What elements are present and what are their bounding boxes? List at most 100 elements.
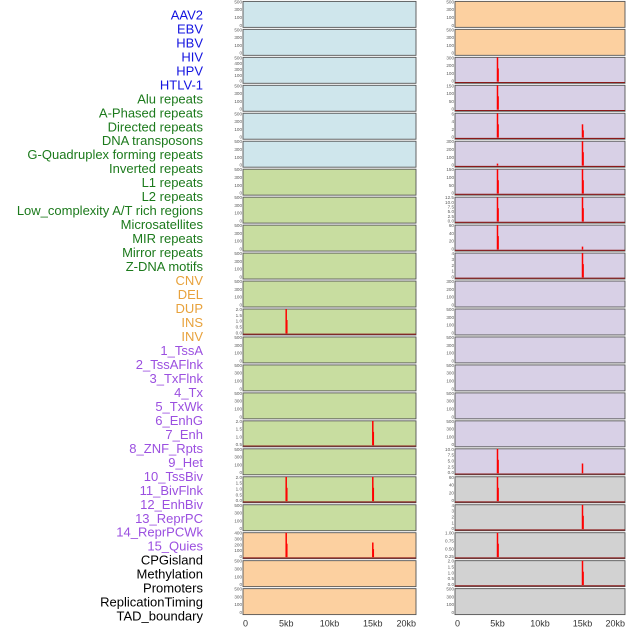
- svg-text:100: 100: [234, 99, 242, 104]
- svg-text:300: 300: [234, 91, 242, 96]
- svg-text:CPGisland: CPGisland: [141, 553, 203, 568]
- svg-text:Alu repeats: Alu repeats: [137, 91, 203, 106]
- svg-text:300: 300: [234, 35, 242, 40]
- svg-text:15kb: 15kb: [363, 619, 383, 629]
- svg-text:500: 500: [234, 223, 242, 228]
- svg-text:Low_complexity A/T rich region: Low_complexity A/T rich regions: [17, 203, 204, 218]
- svg-text:Mirror repeats: Mirror repeats: [122, 245, 203, 260]
- svg-text:2.0: 2.0: [236, 475, 243, 480]
- svg-text:300: 300: [446, 315, 454, 320]
- svg-text:300: 300: [234, 259, 242, 264]
- svg-text:TAD_boundary: TAD_boundary: [117, 609, 204, 624]
- svg-text:5kb: 5kb: [279, 619, 294, 629]
- svg-text:10kb: 10kb: [320, 619, 340, 629]
- svg-text:2.5: 2.5: [448, 464, 455, 469]
- svg-text:20: 20: [449, 239, 455, 244]
- svg-text:10kb: 10kb: [530, 619, 550, 629]
- svg-text:INV: INV: [181, 329, 203, 344]
- svg-text:6: 6: [451, 111, 454, 116]
- svg-text:13_ReprPC: 13_ReprPC: [135, 511, 203, 526]
- svg-text:40: 40: [449, 483, 455, 488]
- svg-text:1.5: 1.5: [236, 313, 243, 318]
- svg-text:500: 500: [446, 335, 454, 340]
- svg-text:HIV: HIV: [181, 49, 203, 64]
- svg-text:500: 500: [234, 167, 242, 172]
- svg-text:L2 repeats: L2 repeats: [142, 189, 204, 204]
- svg-text:500: 500: [234, 0, 242, 4]
- svg-text:400: 400: [234, 61, 242, 66]
- svg-text:300: 300: [234, 231, 242, 236]
- svg-text:100: 100: [234, 73, 242, 78]
- svg-text:300: 300: [234, 343, 242, 348]
- svg-text:Directed repeats: Directed repeats: [108, 119, 204, 134]
- svg-text:1.5: 1.5: [236, 427, 243, 432]
- svg-text:300: 300: [446, 399, 454, 404]
- svg-text:500: 500: [234, 587, 242, 592]
- svg-text:0.75: 0.75: [445, 539, 454, 544]
- svg-text:300: 300: [234, 537, 242, 542]
- svg-text:100: 100: [234, 43, 242, 48]
- svg-text:500: 500: [234, 139, 242, 144]
- svg-text:500: 500: [234, 251, 242, 256]
- svg-text:100: 100: [446, 43, 454, 48]
- svg-text:10.0: 10.0: [445, 447, 454, 452]
- svg-text:300: 300: [446, 139, 454, 144]
- svg-text:7_Enh: 7_Enh: [165, 427, 203, 442]
- svg-text:4: 4: [451, 251, 454, 256]
- svg-text:3: 3: [451, 257, 454, 262]
- svg-text:100: 100: [234, 548, 242, 553]
- svg-text:4: 4: [451, 119, 454, 124]
- svg-text:300: 300: [446, 427, 454, 432]
- svg-text:0.5: 0.5: [236, 492, 243, 497]
- svg-text:Microsatellites: Microsatellites: [121, 217, 204, 232]
- svg-text:100: 100: [446, 406, 454, 411]
- svg-text:15_Quies: 15_Quies: [147, 539, 203, 554]
- svg-text:3_TxFlnk: 3_TxFlnk: [150, 371, 204, 386]
- svg-text:2.0: 2.0: [236, 307, 243, 312]
- svg-text:100: 100: [446, 379, 454, 384]
- svg-text:100: 100: [234, 211, 242, 216]
- svg-text:2.0: 2.0: [448, 559, 455, 564]
- svg-text:500: 500: [446, 307, 454, 312]
- svg-text:HTLV-1: HTLV-1: [160, 77, 203, 92]
- svg-text:1_TssA: 1_TssA: [160, 343, 203, 358]
- svg-text:100: 100: [234, 518, 242, 523]
- svg-text:1.5: 1.5: [448, 565, 455, 570]
- svg-text:300: 300: [446, 371, 454, 376]
- svg-text:50: 50: [449, 183, 455, 188]
- svg-text:500: 500: [234, 559, 242, 564]
- svg-text:2_TssAFlnk: 2_TssAFlnk: [136, 357, 204, 372]
- svg-text:2.0: 2.0: [236, 419, 243, 424]
- svg-text:200: 200: [446, 63, 454, 68]
- svg-text:100: 100: [446, 71, 454, 76]
- svg-text:100: 100: [446, 434, 454, 439]
- svg-text:EBV: EBV: [177, 21, 203, 36]
- svg-text:300: 300: [446, 594, 454, 599]
- svg-text:3: 3: [451, 509, 454, 514]
- svg-text:100: 100: [234, 602, 242, 607]
- svg-text:HPV: HPV: [176, 63, 203, 78]
- svg-text:MIR repeats: MIR repeats: [132, 231, 203, 246]
- svg-text:500: 500: [234, 447, 242, 452]
- svg-text:15kb: 15kb: [573, 619, 593, 629]
- svg-text:L1 repeats: L1 repeats: [142, 175, 204, 190]
- svg-text:5kb: 5kb: [490, 619, 505, 629]
- svg-text:1.0: 1.0: [448, 570, 455, 575]
- svg-text:200: 200: [446, 287, 454, 292]
- svg-text:1.0: 1.0: [236, 486, 243, 491]
- svg-text:100: 100: [234, 295, 242, 300]
- svg-text:0.5: 0.5: [448, 576, 455, 581]
- svg-text:500: 500: [234, 363, 242, 368]
- svg-text:300: 300: [446, 279, 454, 284]
- svg-text:500: 500: [446, 27, 454, 32]
- svg-text:2: 2: [451, 514, 454, 519]
- svg-text:20: 20: [449, 490, 455, 495]
- svg-text:100: 100: [446, 15, 454, 20]
- svg-text:100: 100: [446, 155, 454, 160]
- svg-text:4_Tx: 4_Tx: [174, 385, 203, 400]
- svg-text:300: 300: [234, 67, 242, 72]
- svg-text:12_EnhBiv: 12_EnhBiv: [140, 497, 203, 512]
- svg-text:0: 0: [239, 610, 242, 615]
- svg-text:300: 300: [234, 287, 242, 292]
- svg-text:5.0: 5.0: [448, 459, 455, 464]
